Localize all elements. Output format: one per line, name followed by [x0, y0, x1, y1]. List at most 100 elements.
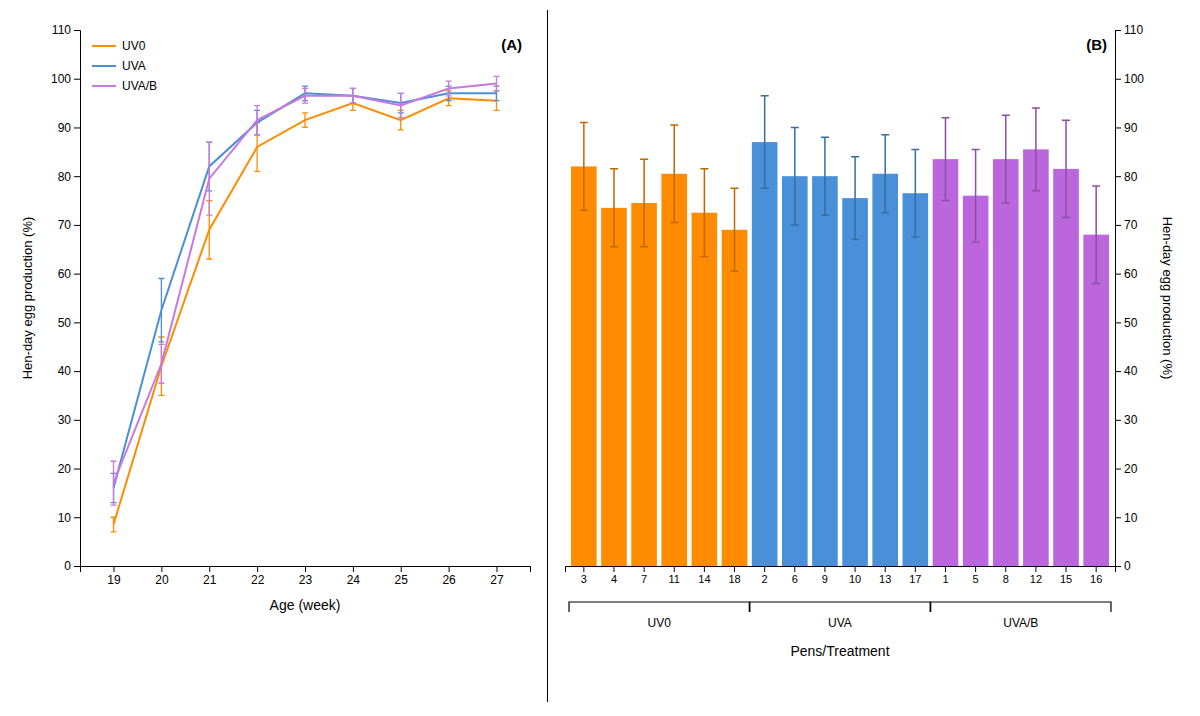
- tick-label: 1: [942, 573, 948, 585]
- tick: 16: [1090, 566, 1102, 585]
- tick-label: 20: [155, 573, 169, 587]
- x-axis-title: Age (week): [270, 597, 341, 613]
- tick: 110: [52, 23, 80, 37]
- error-bar: [254, 106, 260, 135]
- tick-label: 24: [347, 573, 361, 587]
- tick-mark: [1115, 566, 1121, 567]
- tick: 6: [792, 566, 798, 585]
- chart: 1920212223242526270102030405060708090100…: [0, 0, 1200, 716]
- legend-label: UVA/B: [122, 79, 157, 93]
- error-bar: [158, 344, 164, 383]
- tick-mark: [824, 566, 825, 572]
- error-bar: [1032, 108, 1040, 191]
- tick: 7: [641, 566, 647, 585]
- tick: 9: [822, 566, 828, 585]
- tick-mark: [74, 274, 80, 275]
- tick-mark: [209, 566, 210, 572]
- error-bar: [493, 76, 499, 91]
- tick-mark: [1115, 79, 1121, 80]
- axis-line: [566, 567, 1116, 573]
- tick-mark: [114, 566, 115, 572]
- tick: 80: [58, 170, 80, 184]
- series-line: [114, 93, 497, 488]
- tick: 22: [251, 566, 265, 587]
- tick-label: 21: [203, 573, 217, 587]
- legend-item: UVA/B: [92, 79, 157, 93]
- tick-label: 90: [1124, 121, 1138, 135]
- tick: 20: [1115, 462, 1138, 476]
- tick-label: 5: [973, 573, 979, 585]
- axis-line: [74, 31, 81, 567]
- tick-mark: [74, 469, 80, 470]
- tick-mark: [764, 566, 765, 572]
- error-bar: [791, 127, 799, 224]
- x-axis: 347111418269101317158121516: [566, 566, 1116, 585]
- bar: [661, 174, 687, 566]
- error-bar: [731, 188, 739, 271]
- tick: 21: [203, 566, 217, 587]
- tick-label: 7: [641, 573, 647, 585]
- tick: 110: [1115, 23, 1143, 37]
- tick: 30: [58, 413, 80, 427]
- marks: [571, 96, 1109, 566]
- tick-mark: [1115, 322, 1121, 323]
- bar: [1083, 235, 1109, 566]
- tick: 60: [1115, 267, 1138, 281]
- error-bar: [761, 96, 769, 189]
- bar: [692, 213, 718, 566]
- tick-mark: [945, 566, 946, 572]
- panel-b: 3471114182691013171581215160102030405060…: [566, 23, 1176, 659]
- legend: UV0UVAUVA/B: [92, 39, 157, 93]
- tick-mark: [915, 566, 916, 572]
- tick-mark: [1035, 566, 1036, 572]
- legend-label: UV0: [122, 39, 146, 53]
- bar: [782, 176, 808, 566]
- legend-swatch: [92, 65, 116, 67]
- tick-label: 60: [58, 267, 72, 281]
- tick: 11: [669, 566, 680, 585]
- tick-mark: [794, 566, 795, 572]
- tick-label: 10: [1124, 511, 1138, 525]
- tick-mark: [74, 517, 80, 518]
- legend-swatch: [92, 85, 116, 87]
- tick: 70: [1115, 218, 1138, 232]
- error-bar: [446, 81, 452, 96]
- tick-label: 80: [1124, 170, 1138, 184]
- tick: 20: [155, 566, 169, 587]
- tick: 10: [58, 511, 80, 525]
- error-bar: [158, 337, 164, 395]
- tick-mark: [885, 566, 886, 572]
- tick-label: 8: [1003, 573, 1009, 585]
- tick: 10: [1115, 511, 1138, 525]
- tick-label: 18: [728, 573, 740, 585]
- error-bar: [610, 169, 618, 247]
- group-bracket: [750, 602, 930, 612]
- tick-label: 26: [442, 573, 456, 587]
- tick-mark: [401, 566, 402, 572]
- tick-label: 20: [58, 462, 72, 476]
- tick: 90: [58, 121, 80, 135]
- tick-label: 110: [1124, 23, 1143, 37]
- series-line: [114, 84, 497, 484]
- error-bar: [1062, 120, 1070, 217]
- bar: [1023, 149, 1049, 566]
- error-bar: [941, 118, 949, 201]
- tick-label: 110: [52, 23, 71, 37]
- bar: [903, 193, 929, 566]
- bar: [601, 208, 627, 566]
- tick-label: 3: [581, 573, 587, 585]
- tick: 10: [849, 566, 861, 585]
- error-bar: [851, 157, 859, 240]
- tick-mark: [1115, 127, 1121, 128]
- group-bracket: [931, 602, 1111, 612]
- tick-label: 6: [792, 573, 798, 585]
- bar: [752, 142, 778, 566]
- error-bar: [670, 125, 678, 222]
- tick: 0: [64, 559, 80, 573]
- tick-mark: [1005, 566, 1006, 572]
- tick: 100: [1115, 72, 1144, 86]
- tick: 90: [1115, 121, 1138, 135]
- tick-label: 100: [51, 72, 71, 86]
- tick: 100: [51, 72, 80, 86]
- tick: 14: [698, 566, 710, 585]
